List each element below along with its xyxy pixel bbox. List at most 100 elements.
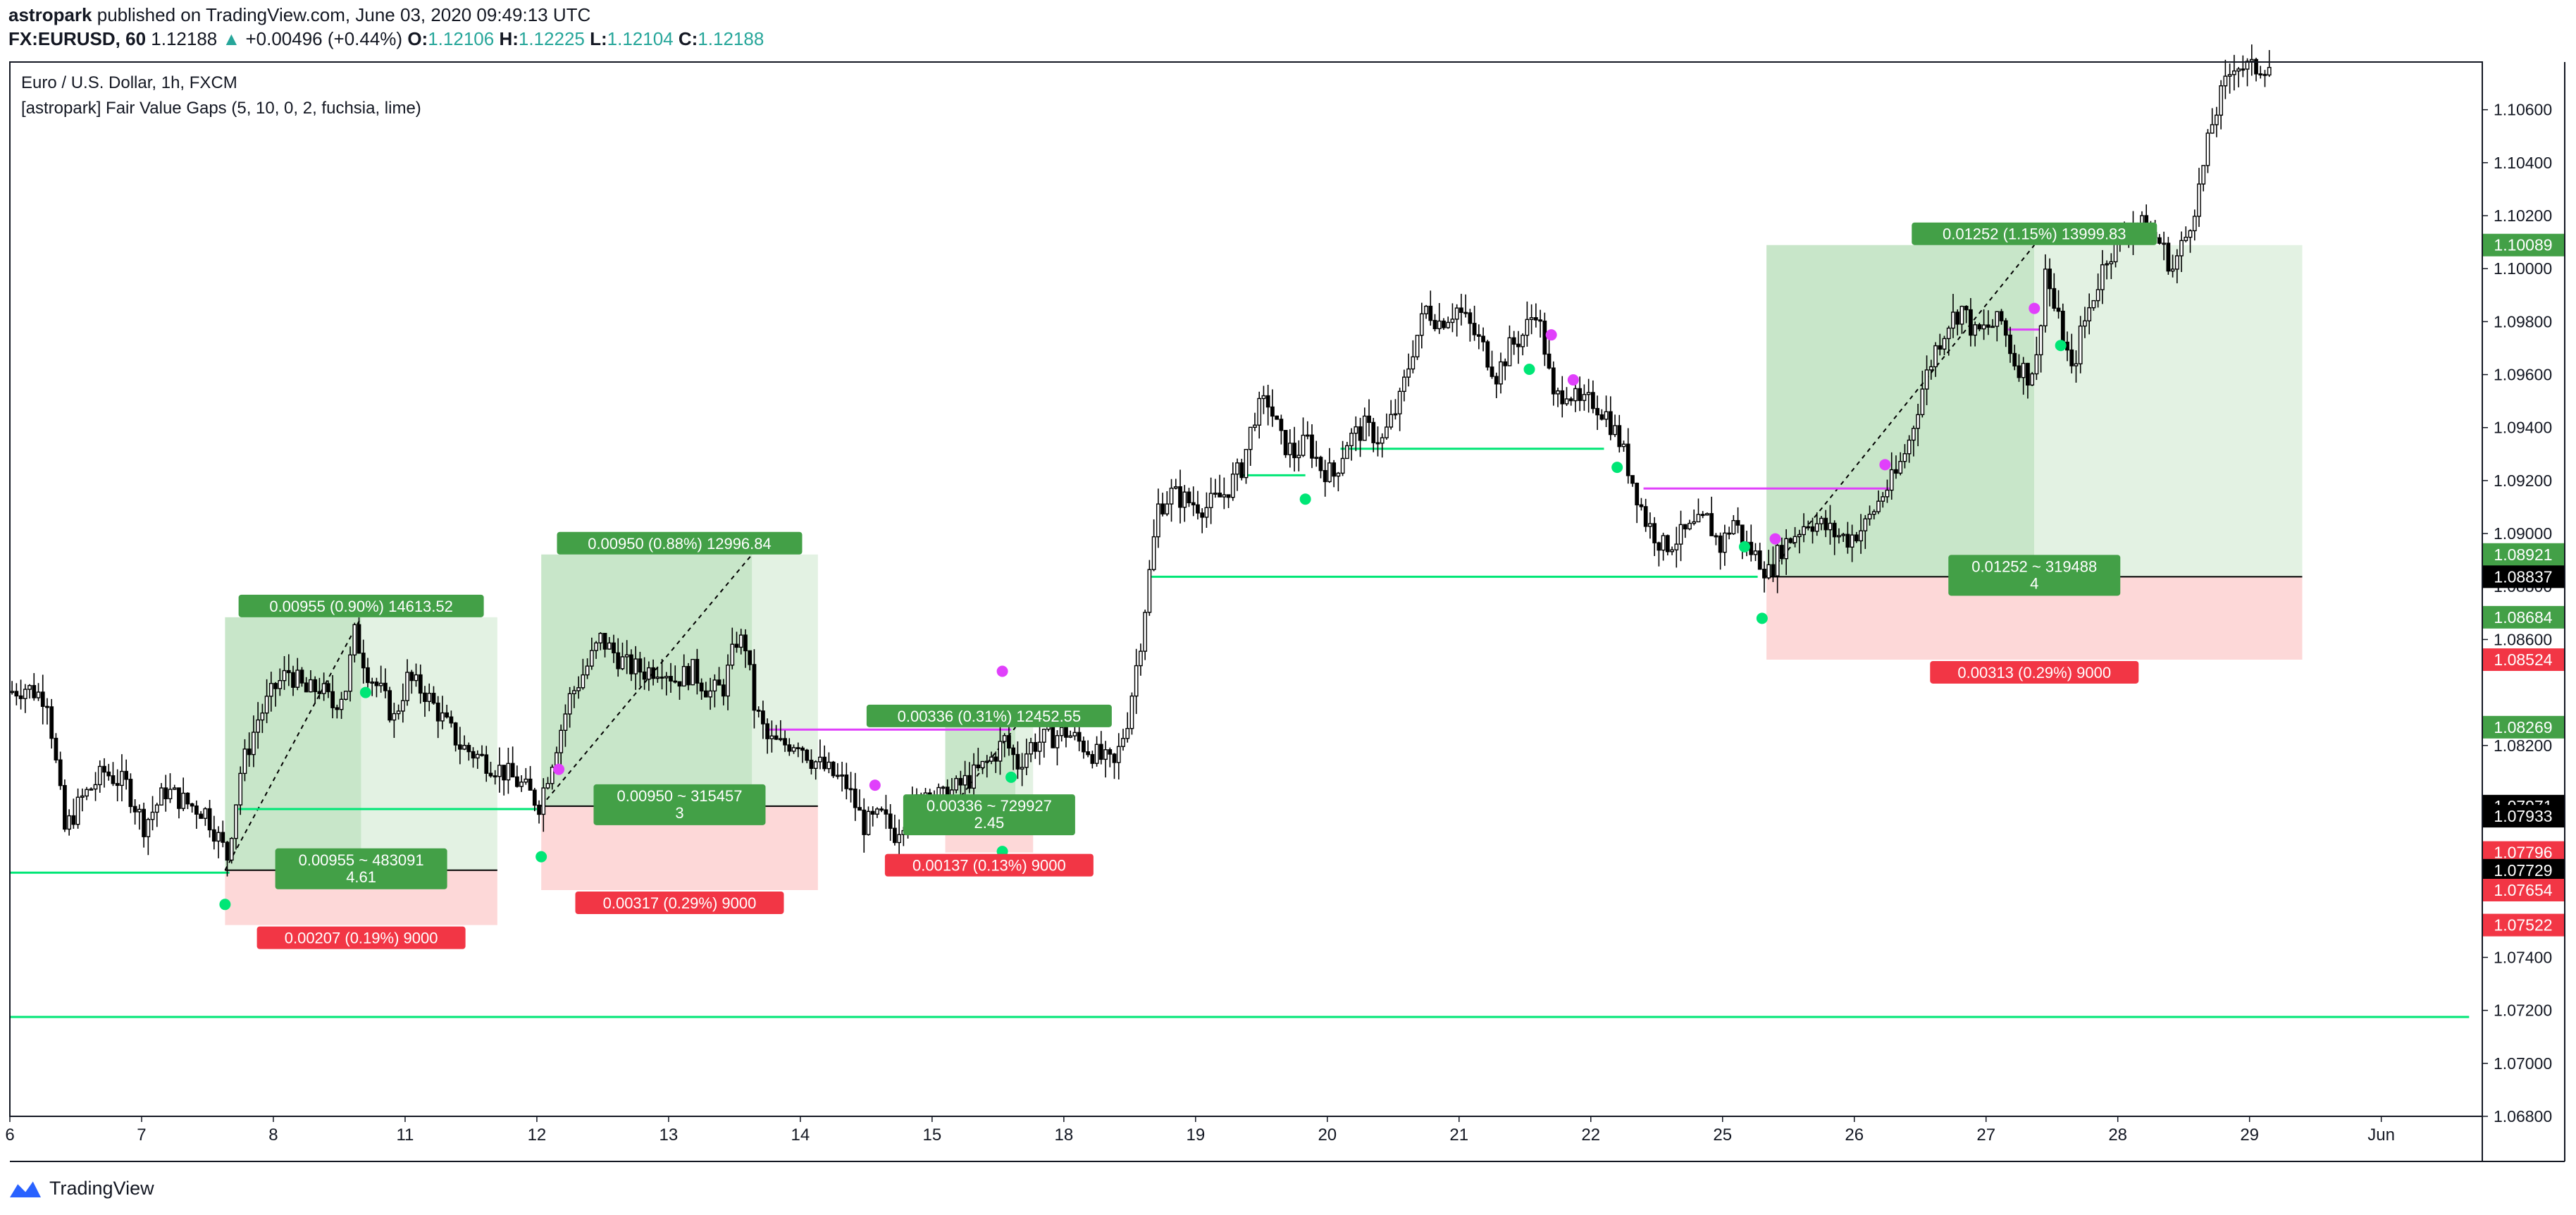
candle-body xyxy=(1775,545,1780,576)
candle-body xyxy=(1757,550,1762,570)
candle-body xyxy=(2210,124,2215,134)
candle-body xyxy=(203,808,208,819)
price-tick-label: 1.10000 xyxy=(2494,259,2552,278)
candle-body xyxy=(427,693,432,703)
candle-body xyxy=(352,624,357,656)
price-change: +0.00496 (+0.44%) xyxy=(245,28,403,49)
tradingview-logo[interactable]: TradingView xyxy=(8,1173,154,1204)
candle-body xyxy=(1481,335,1485,343)
target-label-text: 0.00336 (0.31%) 12452.55 xyxy=(898,708,1082,725)
candle-body xyxy=(559,729,564,753)
candle-body xyxy=(1029,741,1033,755)
price-tick-label: 1.09400 xyxy=(2494,419,2552,437)
candle-body xyxy=(1969,309,1973,336)
candle-body xyxy=(1683,524,1688,530)
author-name[interactable]: astropark xyxy=(8,4,92,25)
candle-body xyxy=(1573,388,1578,402)
candle-body xyxy=(1468,312,1473,324)
candle-body xyxy=(1059,727,1064,736)
candle-body xyxy=(1819,517,1823,524)
candle-body xyxy=(1283,430,1288,455)
candle-body xyxy=(664,676,669,679)
target-label: 0.00336 (0.31%) 12452.55 xyxy=(866,704,1112,727)
candle-body xyxy=(304,682,309,693)
candle-body xyxy=(194,805,199,815)
candle-body xyxy=(1437,320,1442,330)
candle-body xyxy=(1389,414,1394,428)
candle-body xyxy=(1837,535,1841,538)
position-size-label-bg xyxy=(903,794,1075,836)
candle-body xyxy=(612,642,616,654)
candle-body xyxy=(405,672,409,701)
candle-body xyxy=(1542,320,1547,355)
chart-legend: Euro / U.S. Dollar, 1h, FXCM [astropark]… xyxy=(21,73,421,118)
candle-body xyxy=(475,753,480,759)
candle-body xyxy=(1125,727,1130,739)
candle-body xyxy=(1332,462,1337,477)
candle-body xyxy=(1977,324,1982,330)
candle-body xyxy=(1533,317,1538,321)
candle-body xyxy=(1033,741,1038,752)
candle-body xyxy=(2223,75,2228,87)
candle-body xyxy=(638,658,643,673)
candle-body xyxy=(1200,512,1205,518)
candle-body xyxy=(738,634,743,648)
candle-body xyxy=(1011,747,1016,755)
candle-body xyxy=(1946,327,1951,340)
candle-body xyxy=(2179,240,2184,257)
candle-body xyxy=(238,772,243,806)
candle-body xyxy=(1599,414,1604,420)
candle-body xyxy=(1459,307,1463,314)
candle-body xyxy=(1499,361,1503,385)
bearish-fvg-dot xyxy=(1545,329,1557,341)
candle-body xyxy=(862,809,867,835)
close-value: 1.12188 xyxy=(698,28,764,49)
candle-body xyxy=(1845,534,1850,548)
stop-label-text: 0.00137 (0.13%) 9000 xyxy=(912,857,1066,875)
candle-body xyxy=(154,804,159,813)
candle-body xyxy=(695,658,700,684)
bearish-fvg-dot xyxy=(996,665,1008,677)
symbol-name[interactable]: FX:EURUSD, 60 xyxy=(8,28,147,49)
candle-body xyxy=(1208,493,1213,508)
candle-body xyxy=(2184,236,2188,242)
stop-label: 0.00137 (0.13%) 9000 xyxy=(884,853,1094,877)
last-price: 1.12188 xyxy=(151,28,218,49)
candle-body xyxy=(1688,522,1692,530)
time-axis[interactable]: 6 7 8 11 12 13 14 15 18 19 20 21 22 25 26 27 28 29 Jun xyxy=(5,1116,2395,1145)
candle-body xyxy=(457,744,462,750)
candle-body xyxy=(1823,517,1828,531)
candle-body xyxy=(10,691,14,693)
candle-body xyxy=(826,761,831,770)
candle-body xyxy=(1828,522,1833,531)
price-axis-badge-text: 1.07933 xyxy=(2494,807,2552,825)
candle-body xyxy=(2197,183,2201,217)
profit-zone xyxy=(752,554,818,806)
candle-body xyxy=(106,771,111,777)
close-label: C: xyxy=(678,28,698,49)
price-tick-label: 1.07200 xyxy=(2494,1001,2552,1020)
candle-body xyxy=(1428,305,1433,321)
candle-body xyxy=(541,787,546,815)
high-label: H: xyxy=(499,28,519,49)
candle-body xyxy=(2254,58,2258,75)
candle-body xyxy=(1094,744,1099,764)
candle-body xyxy=(291,672,295,688)
candle-body xyxy=(1375,442,1380,445)
candle-body xyxy=(150,811,155,820)
candle-body xyxy=(1556,390,1560,395)
candle-body xyxy=(1635,482,1640,506)
candle-body xyxy=(893,827,897,844)
candle-body xyxy=(1261,395,1266,400)
candle-body xyxy=(866,810,871,835)
price-axis[interactable]: 1.10600 1.10400 1.10200 1.10000 1.09800 1.096… xyxy=(2482,101,2564,1125)
candle-body xyxy=(124,770,129,780)
candle-body xyxy=(1024,753,1029,768)
candle-body xyxy=(1151,536,1156,570)
candle-body xyxy=(2201,165,2206,185)
candle-body xyxy=(247,748,252,755)
candle-body xyxy=(1187,491,1191,504)
candle-body xyxy=(1419,313,1424,336)
